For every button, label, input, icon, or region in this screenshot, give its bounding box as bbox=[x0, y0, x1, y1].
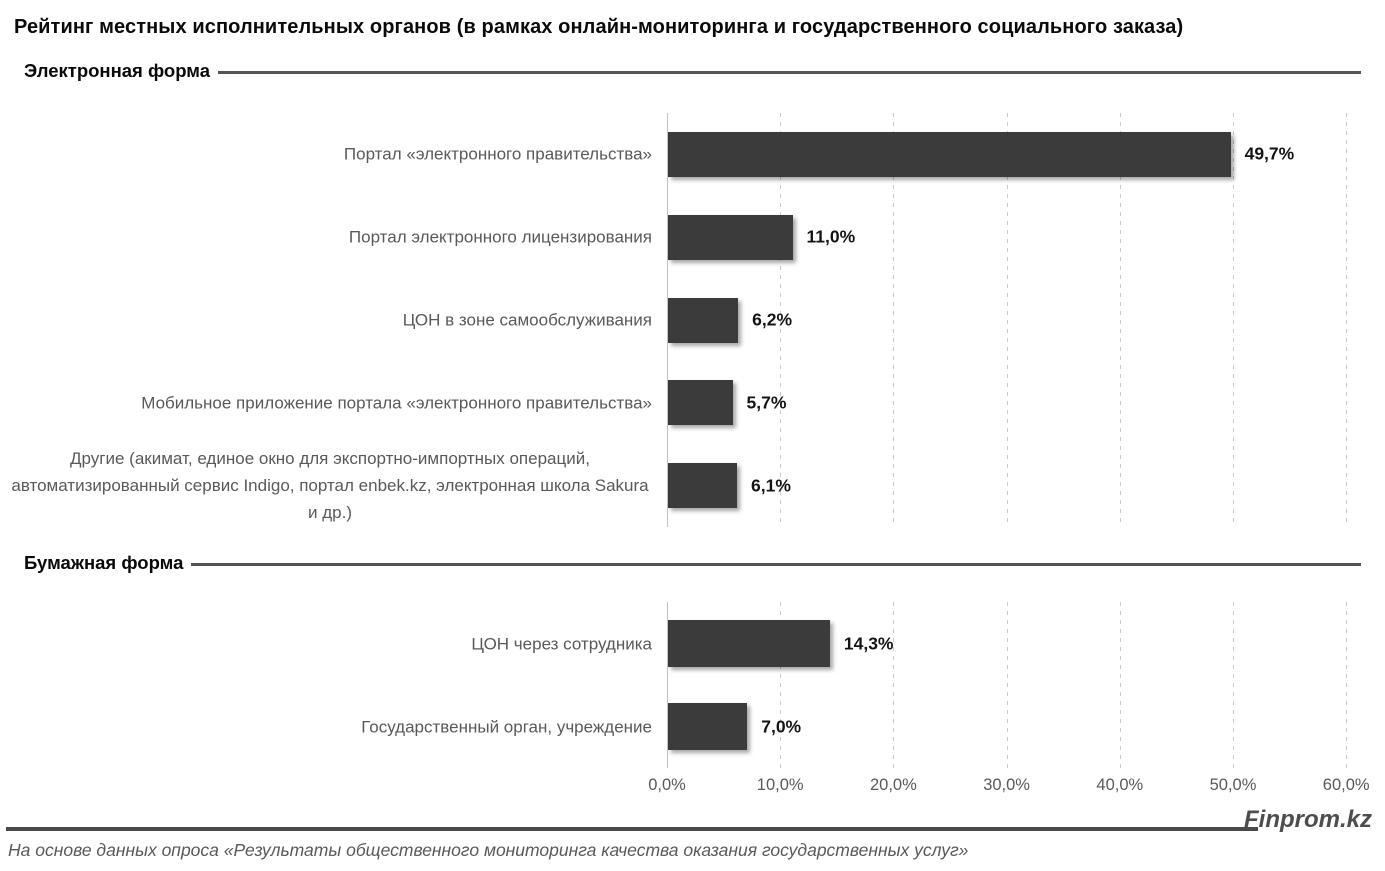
x-axis: 0,0% 10,0% 20,0% 30,0% 40,0% 50,0% 60,0% bbox=[0, 776, 1385, 798]
gridline bbox=[1119, 113, 1121, 527]
section-title-electronic: Электронная форма bbox=[24, 60, 211, 81]
category-label: Другие (акимат, единое окно для экспортн… bbox=[11, 448, 649, 523]
value-label: 6,1% bbox=[751, 475, 791, 496]
bar bbox=[668, 297, 739, 343]
section-rule-electronic bbox=[218, 70, 1361, 74]
bar bbox=[668, 380, 733, 426]
bar bbox=[668, 620, 830, 667]
value-label: 11,0% bbox=[806, 226, 856, 247]
gridline bbox=[780, 113, 782, 527]
category-label: Государственный орган, учреждение bbox=[361, 716, 652, 736]
axis-tick-label: 40,0% bbox=[1096, 776, 1144, 794]
gridline bbox=[1346, 113, 1348, 527]
watermark-finprom: Finprom.kz bbox=[1243, 806, 1372, 833]
footer-divider bbox=[6, 827, 1258, 831]
value-label: 49,7% bbox=[1244, 143, 1295, 164]
category-label: ЦОН через сотрудника bbox=[471, 633, 652, 653]
axis-tick-label: 50,0% bbox=[1209, 776, 1257, 794]
bar bbox=[668, 463, 738, 509]
section-header-paper: Бумажная форма bbox=[24, 551, 1361, 575]
source-note: На основе данных опроса «Результаты обще… bbox=[8, 840, 969, 860]
axis-tick-label: 60,0% bbox=[1322, 776, 1370, 794]
bar-chart-paper: ЦОН через сотрудника 14,3% Государственный… bbox=[0, 602, 1385, 768]
section-title-paper: Бумажная форма bbox=[24, 552, 184, 573]
section-header-electronic: Электронная форма bbox=[24, 59, 1361, 83]
gridline bbox=[1119, 602, 1121, 768]
category-label: Портал электронного лицензирования bbox=[348, 227, 652, 247]
value-label: 7,0% bbox=[761, 716, 802, 736]
axis-tick-label: 30,0% bbox=[983, 776, 1030, 794]
bar bbox=[668, 131, 1231, 177]
bar bbox=[668, 703, 748, 750]
value-label: 14,3% bbox=[843, 633, 894, 653]
gridline bbox=[1233, 602, 1234, 768]
axis-tick-label: 20,0% bbox=[869, 776, 917, 794]
gridline bbox=[893, 113, 895, 527]
category-label: Мобильное приложение портала «электронно… bbox=[141, 393, 652, 413]
category-label: ЦОН в зоне самообслуживания bbox=[402, 310, 652, 330]
gridline bbox=[1346, 602, 1348, 768]
axis-baseline bbox=[667, 113, 668, 527]
gridline bbox=[1006, 602, 1008, 768]
gridline bbox=[893, 602, 895, 768]
section-rule-paper bbox=[191, 562, 1361, 566]
gridline bbox=[780, 602, 782, 768]
gridline bbox=[1233, 113, 1234, 527]
axis-baseline bbox=[667, 602, 668, 768]
page-title: Рейтинг местных исполнительных органов (… bbox=[14, 16, 1184, 38]
value-label: 6,2% bbox=[752, 309, 793, 330]
axis-tick-label: 0,0% bbox=[648, 776, 686, 794]
bar bbox=[668, 214, 793, 260]
axis-tick-label: 10,0% bbox=[756, 776, 804, 794]
value-label: 5,7% bbox=[746, 392, 787, 413]
bar-chart-electronic: Портал «электронного правительства» 49,7%… bbox=[0, 113, 1385, 527]
category-label: Портал «электронного правительства» bbox=[343, 144, 652, 164]
gridline bbox=[1006, 113, 1008, 527]
